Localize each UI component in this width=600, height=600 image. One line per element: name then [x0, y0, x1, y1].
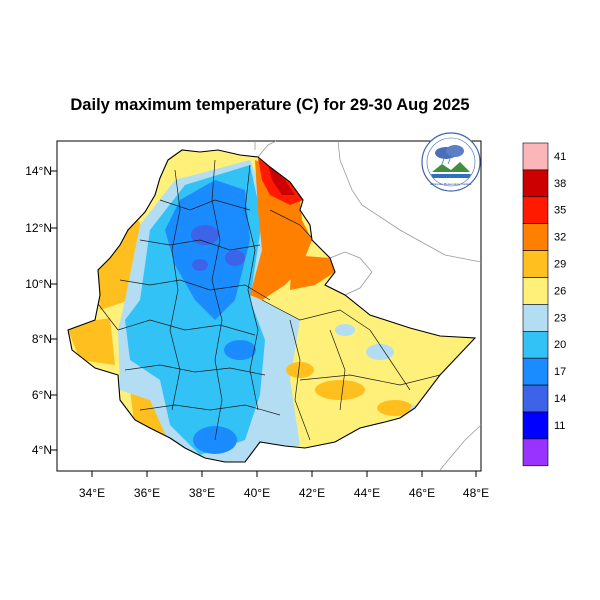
- colorbar-label: 20: [554, 339, 566, 351]
- x-tick-label: 44°E: [354, 486, 380, 500]
- colorbar-swatch: [522, 330, 549, 359]
- colorbar-label: 11: [554, 420, 565, 432]
- x-axis-labels: 34°E 36°E 38°E 40°E 42°E 44°E 46°E 48°E: [79, 486, 489, 500]
- colorbar-label: 17: [554, 366, 566, 378]
- colorbar-swatch: [522, 277, 549, 305]
- x-tick-label: 40°E: [244, 486, 270, 500]
- x-tick-label: 42°E: [299, 486, 325, 500]
- ethiopia-outline: [67, 149, 477, 463]
- colorbar-label: 32: [554, 232, 566, 244]
- y-tick-label: 8°N: [32, 332, 52, 346]
- colorbar-label: 29: [554, 259, 566, 271]
- colorbar-swatch: [522, 438, 549, 467]
- y-axis-labels: 4°N 6°N 8°N 10°N 12°N 14°N: [25, 164, 52, 457]
- colorbar-label: 14: [554, 393, 566, 405]
- colorbar-label: 38: [554, 178, 566, 190]
- colorbar-swatch: [522, 411, 549, 440]
- y-tick-label: 4°N: [32, 443, 52, 457]
- colorbar-swatch: [522, 384, 549, 413]
- colorbar-label: 35: [554, 205, 566, 217]
- ethiopian-meteorology-logo: Ethiopian Meteorology Institute: [421, 132, 481, 192]
- map-title: Daily maximum temperature (C) for 29-30 …: [70, 96, 470, 114]
- y-tick-label: 10°N: [25, 277, 52, 291]
- x-tick-label: 34°E: [79, 486, 105, 500]
- colorbar-label: 41: [554, 151, 566, 163]
- colorbar-swatch: [522, 223, 549, 251]
- colorbar-swatch: [522, 169, 549, 198]
- colorbar-label: 26: [554, 285, 566, 297]
- y-tick-label: 14°N: [25, 164, 52, 178]
- colorbar-swatch: [522, 142, 549, 171]
- colorbar-swatch: [522, 304, 549, 332]
- y-tick-label: 6°N: [32, 388, 52, 402]
- x-tick-label: 36°E: [134, 486, 160, 500]
- colorbar-swatch: [522, 250, 549, 278]
- x-tick-label: 38°E: [189, 486, 215, 500]
- colorbar: 41 38 35 32 29 26 23 20 17 14 11: [522, 142, 566, 467]
- logo-caption: Ethiopian Meteorology Institute: [430, 182, 472, 186]
- colorbar-label: 23: [554, 312, 566, 324]
- axis-ticks: [51, 170, 477, 477]
- x-tick-label: 48°E: [463, 486, 489, 500]
- x-tick-label: 46°E: [409, 486, 435, 500]
- colorbar-swatch: [522, 196, 549, 225]
- neighbor-borders: [254, 140, 482, 471]
- colorbar-swatch: [522, 357, 549, 386]
- y-tick-label: 12°N: [25, 221, 52, 235]
